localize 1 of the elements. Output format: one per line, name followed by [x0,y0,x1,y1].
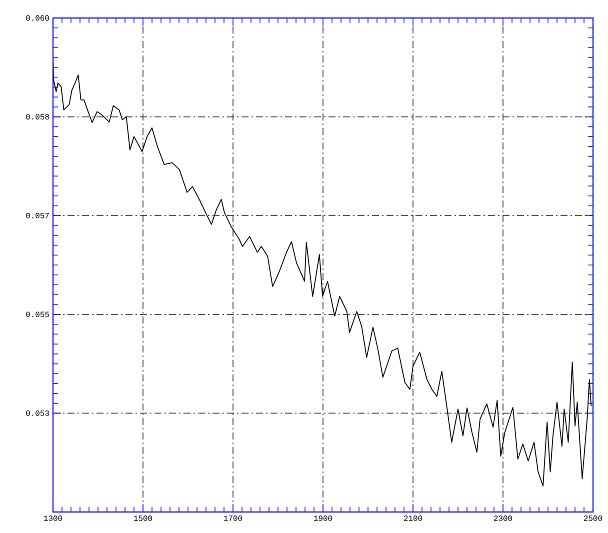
line-series [53,59,592,486]
